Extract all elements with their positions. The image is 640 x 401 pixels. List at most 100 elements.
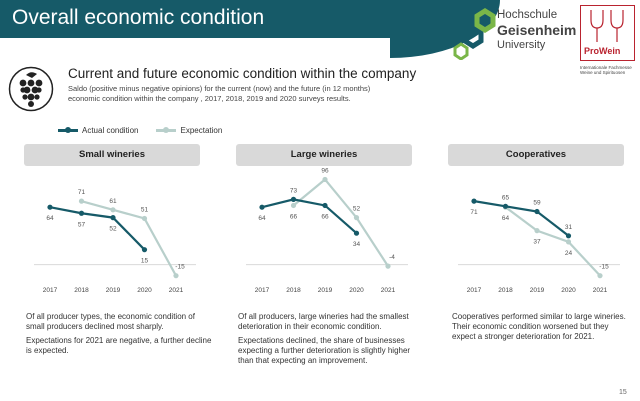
chart-legend: Actual condition Expectation (58, 126, 240, 135)
data-point-expectation (385, 263, 391, 269)
panel-text-cooperatives: Cooperatives performed similar to large … (452, 312, 628, 346)
x-tick-label: 2017 (467, 287, 482, 294)
x-tick-label: 2018 (498, 287, 513, 294)
prowein-tagline: Internationale Fachmesse Weine und Spiri… (580, 65, 632, 75)
x-tick-label: 2020 (349, 287, 364, 294)
prowein-logo: ProWein (580, 5, 635, 61)
panel-text-small-wineries: Of all producer types, the economic cond… (26, 312, 212, 360)
data-label: -4 (389, 254, 395, 261)
x-tick-label: 2020 (561, 287, 576, 294)
x-tick-label: 2017 (255, 287, 270, 294)
x-tick-label: 2019 (106, 287, 121, 294)
data-label: 15 (141, 258, 149, 265)
x-tick-label: 2021 (593, 287, 608, 294)
data-point-expectation (322, 176, 328, 183)
data-point-actual-condition (534, 208, 540, 215)
data-point-expectation (290, 202, 297, 209)
data-point-expectation (173, 273, 179, 279)
section-title: Current and future economic condition wi… (68, 66, 417, 81)
x-tick-label: 2018 (74, 287, 89, 294)
data-point-actual-condition (322, 202, 328, 209)
university-name-line3: University (497, 39, 546, 51)
chart-small-wineries: 2017 2018 2019 2020 2021 64 57 52 15 71 61 51 -15 (34, 189, 196, 294)
data-label: -15 (175, 264, 185, 271)
legend-label-actual: Actual condition (82, 126, 139, 135)
data-point-actual-condition (502, 203, 509, 209)
x-tick-label: 2021 (381, 287, 396, 294)
data-point-expectation (353, 215, 360, 221)
data-point-expectation (597, 273, 603, 279)
prowein-name: ProWein (584, 46, 621, 56)
series-line-actual-condition (261, 198, 358, 235)
legend-item-expectation: Expectation (156, 126, 222, 135)
data-point-actual-condition (259, 204, 265, 210)
data-point-expectation (565, 239, 572, 245)
series-line-expectation (81, 200, 177, 277)
data-label: 64 (46, 215, 54, 222)
legend-item-actual: Actual condition (58, 126, 138, 135)
data-label: 64 (502, 215, 510, 222)
data-label: 24 (565, 250, 573, 257)
data-label: 51 (141, 206, 149, 213)
data-point-actual-condition (353, 230, 360, 236)
page-title: Overall economic condition (12, 6, 265, 29)
university-logo-icon (453, 8, 496, 60)
data-label: 71 (78, 189, 86, 196)
panel-paragraph: Of all producer types, the economic cond… (26, 312, 195, 331)
x-tick-label: 2020 (137, 287, 152, 294)
data-label: 59 (533, 200, 541, 207)
data-label: 34 (353, 241, 361, 248)
data-point-actual-condition (565, 233, 572, 239)
data-label: 96 (321, 168, 329, 174)
data-label: 71 (470, 209, 478, 216)
chart-cooperatives: 2017 2018 2019 2020 2021 71 65 59 31 64 37 24 -15 (458, 194, 620, 294)
section-description: Saldo (positive minus negative opinions)… (68, 84, 371, 103)
panel-header-cooperatives: Cooperatives (448, 144, 624, 166)
data-label: 52 (353, 206, 361, 213)
data-point-actual-condition (471, 198, 477, 204)
x-tick-label: 2019 (530, 287, 545, 294)
data-label: 73 (290, 187, 298, 194)
data-label: 61 (109, 198, 117, 205)
series-line-expectation (292, 177, 389, 267)
x-tick-label: 2017 (43, 287, 58, 294)
series-line-expectation (504, 206, 601, 277)
data-label: 66 (290, 213, 298, 220)
panel-header-small-wineries: Small wineries (24, 144, 200, 166)
legend-label-expectation: Expectation (180, 126, 223, 135)
data-label: 65 (502, 194, 510, 201)
panel-header-large-wineries: Large wineries (236, 144, 412, 166)
data-label: -15 (599, 264, 609, 271)
data-point-expectation (78, 198, 85, 204)
panel-paragraph: Expectations for 2021 are negative, a fu… (26, 336, 212, 355)
data-label: 64 (258, 215, 266, 222)
panel-text-large-wineries: Of all producers, large wineries had the… (238, 312, 424, 370)
data-point-actual-condition (141, 247, 148, 253)
university-name-line2: Geisenheim (497, 22, 577, 38)
data-point-expectation (110, 207, 116, 213)
x-tick-label: 2018 (286, 287, 301, 294)
legend-swatch-expectation (156, 127, 177, 133)
data-point-actual-condition (47, 204, 53, 210)
x-tick-label: 2019 (318, 287, 333, 294)
data-point-expectation (534, 228, 540, 234)
panel-paragraph: Expectations declined, the share of busi… (238, 336, 411, 365)
header-bar (0, 0, 445, 38)
x-tick-label: 2021 (169, 287, 184, 294)
data-point-expectation (141, 215, 148, 222)
series-line-actual-condition (49, 206, 146, 251)
wine-glasses-icon (590, 10, 624, 42)
data-label: 31 (565, 224, 573, 231)
chart-large-wineries: 2017 2018 2019 2020 2021 64 73 66 34 66 96 52 -4 (246, 168, 408, 294)
panel-paragraph: Of all producers, large wineries had the… (238, 312, 409, 331)
data-label: 52 (109, 226, 117, 233)
data-point-actual-condition (290, 196, 297, 202)
grapes-icon (8, 66, 54, 112)
university-name-line1: Hochschule (497, 9, 558, 21)
panel-paragraph: Cooperatives performed similar to large … (452, 312, 626, 341)
page-number: 15 (619, 389, 627, 396)
legend-swatch-actual (58, 127, 78, 133)
data-label: 66 (321, 213, 329, 220)
series-line-actual-condition (473, 200, 570, 237)
data-label: 57 (78, 221, 86, 228)
